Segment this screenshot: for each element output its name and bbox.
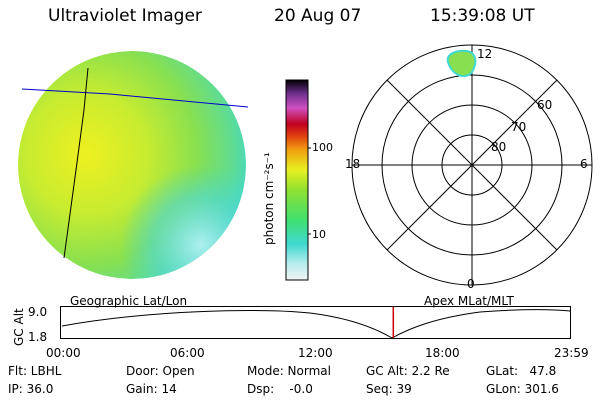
time-tick-1800: 18:00	[425, 346, 460, 360]
colorbar-tick-100: 100	[312, 141, 333, 154]
uv-disk-image	[18, 51, 249, 279]
time-tick-1200: 12:00	[298, 346, 333, 360]
glon-info: GLon: 301.6	[486, 382, 559, 396]
mlt-label-6: 6	[580, 157, 588, 171]
colorbar-tick-10: 10	[312, 228, 326, 241]
polar-diagonal-2	[386, 79, 558, 251]
mode-info: Mode: Normal	[247, 364, 331, 378]
gc-alt-info: GC Alt: 2.2 Re	[366, 364, 450, 378]
gain-info: Gain: 14	[126, 382, 177, 396]
disk-edge-glow	[18, 51, 246, 279]
mlt-label-12: 12	[477, 47, 493, 61]
strip-frame	[60, 306, 571, 339]
seq-info: Seq: 39	[366, 382, 412, 396]
glat-info: GLat: 47.8	[486, 364, 557, 378]
filter-info: Flt: LBHL	[8, 364, 62, 378]
dsp-info: Dsp: -0.0	[247, 382, 313, 396]
time-tick-0600: 06:00	[170, 346, 205, 360]
gc-alt-curve	[61, 309, 571, 339]
mlt-label-18: 18	[345, 157, 361, 171]
gc-alt-tick-high: 9.0	[28, 305, 48, 319]
gc-alt-axis-label: GC Alt	[12, 308, 26, 346]
ip-info: IP: 36.0	[8, 382, 54, 396]
color-bar	[285, 79, 311, 281]
observation-date: 20 Aug 07	[274, 6, 362, 26]
apex-projection-label: Apex MLat/MLT	[424, 294, 514, 308]
gc-alt-strip-plot	[60, 306, 571, 339]
observation-time: 15:39:08 UT	[430, 6, 535, 26]
geo-longitude-line	[63, 67, 89, 259]
time-tick-0000: 00:00	[46, 346, 81, 360]
geo-latitude-line	[21, 88, 249, 108]
mlt-label-0: 0	[467, 277, 475, 291]
mlat-label-70: 70	[511, 120, 527, 134]
instrument-title: Ultraviolet Imager	[48, 6, 202, 26]
mlat-label-60: 60	[537, 98, 553, 112]
geo-projection-label: Geographic Lat/Lon	[70, 294, 188, 308]
polar-auroral-patch	[446, 49, 477, 78]
polar-grid	[351, 44, 593, 286]
mlat-label-80: 80	[491, 140, 507, 154]
door-info: Door: Open	[126, 364, 195, 378]
gc-alt-tick-low: 1.8	[28, 330, 48, 344]
time-tick-2359: 23:59	[554, 346, 589, 360]
